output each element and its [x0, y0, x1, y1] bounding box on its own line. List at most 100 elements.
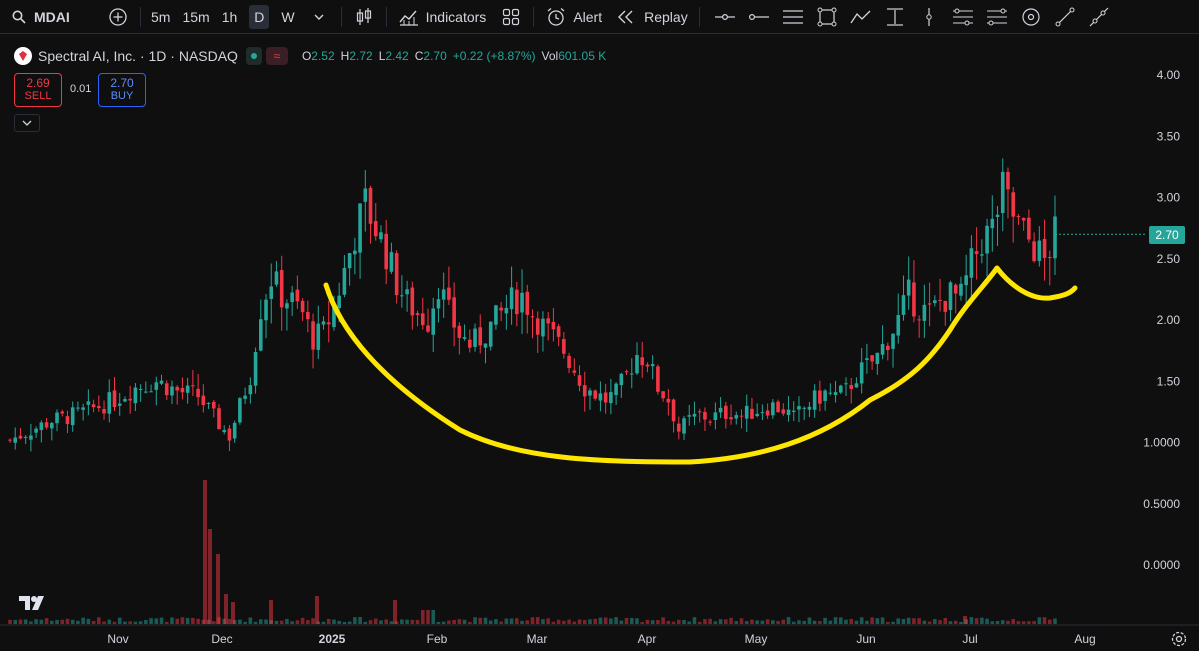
open-label: O [301, 49, 312, 63]
candle-body [279, 270, 284, 308]
chevron-down-icon [22, 114, 32, 132]
buy-button[interactable]: 2.70 BUY [98, 73, 146, 107]
trend-line-icon[interactable] [1054, 6, 1076, 28]
tradingview-logo-icon[interactable] [18, 594, 50, 612]
candle-body [713, 412, 718, 421]
volume-bar [546, 618, 550, 624]
x-tick-label: 2025 [319, 632, 346, 646]
candle-body [886, 345, 890, 351]
volume-bar [786, 617, 791, 624]
y-tick-label: 4.00 [1157, 68, 1181, 82]
gear-icon[interactable] [1170, 630, 1188, 648]
volume-bar [609, 618, 613, 624]
candle-body [468, 339, 472, 348]
fib-channel-icon[interactable] [986, 6, 1008, 28]
volume-bar [504, 618, 509, 624]
candle-body [452, 297, 456, 328]
symbol-search[interactable]: MDAI [0, 0, 100, 34]
x-tick-label: Dec [211, 632, 232, 646]
candle-body [227, 428, 232, 441]
x-tick-label: Feb [427, 632, 448, 646]
volume-bar [948, 621, 953, 624]
indicators-button[interactable]: Indicators [391, 0, 494, 34]
candle-body [677, 423, 681, 432]
volume-bar [159, 617, 164, 624]
chart-type-button[interactable] [346, 0, 382, 34]
volume-bar [859, 617, 864, 624]
volume-bar [697, 621, 702, 624]
volume-bar [384, 619, 388, 624]
x-tick-label: Aug [1074, 632, 1095, 646]
volume-bar [86, 618, 91, 624]
sell-button[interactable]: 2.69 SELL [14, 73, 62, 107]
candle-body [891, 333, 895, 349]
candle-body [112, 390, 117, 408]
volume-bar [943, 617, 948, 624]
volume-bar [311, 618, 315, 624]
volume-bar [248, 617, 253, 624]
low-label: L [378, 49, 386, 63]
volume-bar [295, 620, 300, 624]
candle-body [23, 436, 28, 438]
candle-body [750, 408, 754, 419]
circle-target-icon[interactable] [1020, 6, 1042, 28]
candle-body [656, 366, 660, 392]
add-symbol-button[interactable] [100, 0, 136, 34]
volume-bar [144, 619, 148, 624]
x-tick-label: Mar [527, 632, 548, 646]
volume-bar [185, 618, 190, 624]
parallel-lines-icon[interactable] [782, 6, 804, 28]
volume-bar [180, 617, 185, 624]
data-problem-badge[interactable]: ≈ [265, 47, 288, 65]
ray-line-icon[interactable] [748, 6, 770, 28]
fib-retracement-icon[interactable] [952, 6, 974, 28]
candle-body [107, 392, 112, 414]
horizontal-ray-icon[interactable] [714, 6, 736, 28]
timeframe-5m[interactable]: 5m [151, 8, 171, 25]
timeframe-w[interactable]: W [281, 8, 295, 25]
candle-body [807, 406, 812, 410]
candle-body [948, 282, 953, 311]
timeframe-d[interactable]: D [249, 4, 270, 29]
volume-bar [739, 618, 744, 624]
alert-button[interactable]: Alert [538, 0, 609, 34]
candle-body [248, 385, 253, 395]
layouts-button[interactable] [493, 0, 529, 34]
market-status-badge[interactable] [245, 47, 262, 65]
volume-spike-bar [963, 616, 967, 624]
y-tick-label: 0.0000 [1143, 558, 1180, 572]
volume-bar [347, 621, 352, 624]
legend-title[interactable]: Spectral AI, Inc. · 1D · NASDAQ [38, 48, 238, 64]
timeframe-dropdown[interactable] [301, 0, 337, 34]
path-icon[interactable] [850, 6, 872, 28]
candle-body [635, 355, 639, 374]
candle-body [8, 439, 12, 441]
candle-body [593, 390, 597, 399]
volume-bar [107, 619, 112, 624]
candle-body [995, 214, 1000, 218]
x-tick-label: Jul [962, 632, 977, 646]
live-dot-icon [250, 53, 257, 59]
volume-bar [891, 621, 895, 624]
candle-body [1000, 171, 1005, 214]
volume-bar [718, 619, 723, 624]
volume-bar [577, 619, 582, 624]
replay-button[interactable]: Replay [609, 0, 695, 34]
extended-line-icon[interactable] [1088, 6, 1110, 28]
timeframe-1h[interactable]: 1h [221, 8, 238, 25]
volume-bar [886, 621, 890, 624]
candle-body [478, 327, 483, 346]
collapse-legend-button[interactable] [14, 114, 40, 132]
x-tick-label: Jun [856, 632, 875, 646]
volume-bar [629, 617, 634, 624]
candle-body [91, 404, 96, 408]
candle-body [97, 406, 101, 409]
price-range-icon[interactable] [884, 6, 906, 28]
rectangle-icon[interactable] [816, 6, 838, 28]
volume-bar [332, 619, 336, 624]
candle-body [844, 383, 848, 385]
volume-bar [640, 621, 645, 624]
vertical-line-icon[interactable] [918, 6, 940, 28]
timeframe-15m[interactable]: 15m [182, 8, 210, 25]
